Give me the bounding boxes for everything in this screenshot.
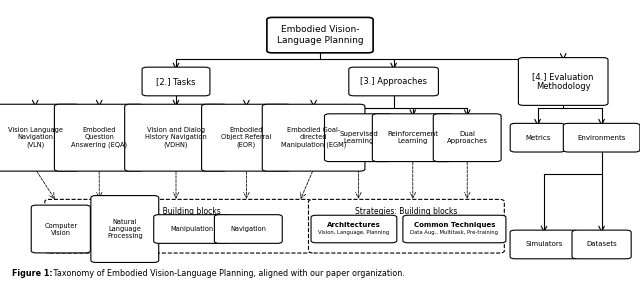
FancyBboxPatch shape [267, 17, 373, 53]
Text: Common Techniques: Common Techniques [413, 222, 495, 228]
FancyBboxPatch shape [125, 104, 227, 171]
Text: Reinforcement
Learning: Reinforcement Learning [387, 131, 438, 144]
Text: Dual
Approaches: Dual Approaches [447, 131, 488, 144]
FancyBboxPatch shape [91, 196, 159, 262]
FancyBboxPatch shape [563, 123, 640, 152]
Text: Vision, Language, Planning: Vision, Language, Planning [318, 230, 390, 235]
FancyBboxPatch shape [202, 104, 291, 171]
FancyBboxPatch shape [142, 67, 210, 96]
Text: Data Aug., Multitask, Pre-training: Data Aug., Multitask, Pre-training [410, 230, 499, 235]
FancyBboxPatch shape [54, 104, 144, 171]
Text: Navigation: Navigation [230, 226, 266, 232]
FancyBboxPatch shape [214, 215, 282, 243]
Text: Supervised
Learning: Supervised Learning [339, 131, 378, 144]
FancyBboxPatch shape [433, 114, 501, 162]
Text: Embodied Vision-
Language Planning: Embodied Vision- Language Planning [276, 25, 364, 45]
Text: Strategies: Building blocks: Strategies: Building blocks [355, 207, 458, 216]
FancyBboxPatch shape [308, 200, 504, 253]
FancyBboxPatch shape [349, 67, 438, 96]
FancyBboxPatch shape [324, 114, 392, 162]
Text: Datasets: Datasets [586, 241, 617, 248]
Text: [4.] Evaluation
Methodology: [4.] Evaluation Methodology [532, 72, 594, 91]
Text: Embodied Goal-
directed
Manipulation (EGM): Embodied Goal- directed Manipulation (EG… [281, 128, 346, 148]
Text: Metrics: Metrics [525, 135, 550, 141]
Text: Embodied
Question
Answering (EQA): Embodied Question Answering (EQA) [71, 128, 127, 148]
Text: Simulators: Simulators [525, 241, 563, 248]
Text: [2.] Tasks: [2.] Tasks [156, 77, 196, 86]
Text: Taxonomy of Embodied Vision-Language Planning, aligned with our paper organizati: Taxonomy of Embodied Vision-Language Pla… [51, 269, 405, 278]
Text: Embodied
Object Referral
(EOR): Embodied Object Referral (EOR) [221, 128, 271, 148]
FancyBboxPatch shape [31, 205, 90, 253]
Text: Vision Language
Navigation
(VLN): Vision Language Navigation (VLN) [8, 128, 63, 148]
Text: Architectures: Architectures [327, 222, 381, 228]
FancyBboxPatch shape [0, 104, 80, 171]
FancyBboxPatch shape [510, 230, 578, 259]
FancyBboxPatch shape [510, 123, 565, 152]
FancyBboxPatch shape [154, 215, 230, 243]
Text: Manipulation: Manipulation [170, 226, 214, 232]
FancyBboxPatch shape [262, 104, 365, 171]
Text: Environments: Environments [577, 135, 626, 141]
Text: [3.] Approaches: [3.] Approaches [360, 77, 427, 86]
Text: Natural
Language
Processing: Natural Language Processing [107, 219, 143, 239]
FancyBboxPatch shape [572, 230, 631, 259]
Text: Areas: Building blocks: Areas: Building blocks [136, 207, 220, 216]
Text: Computer
Vision: Computer Vision [44, 223, 77, 235]
Text: Vision and Dialog
History Navigation
(VDHN): Vision and Dialog History Navigation (VD… [145, 128, 207, 148]
FancyBboxPatch shape [518, 58, 608, 105]
FancyBboxPatch shape [311, 215, 397, 243]
FancyBboxPatch shape [45, 200, 311, 253]
Text: Figure 1:: Figure 1: [12, 269, 52, 278]
FancyBboxPatch shape [372, 114, 453, 162]
FancyBboxPatch shape [403, 215, 506, 243]
